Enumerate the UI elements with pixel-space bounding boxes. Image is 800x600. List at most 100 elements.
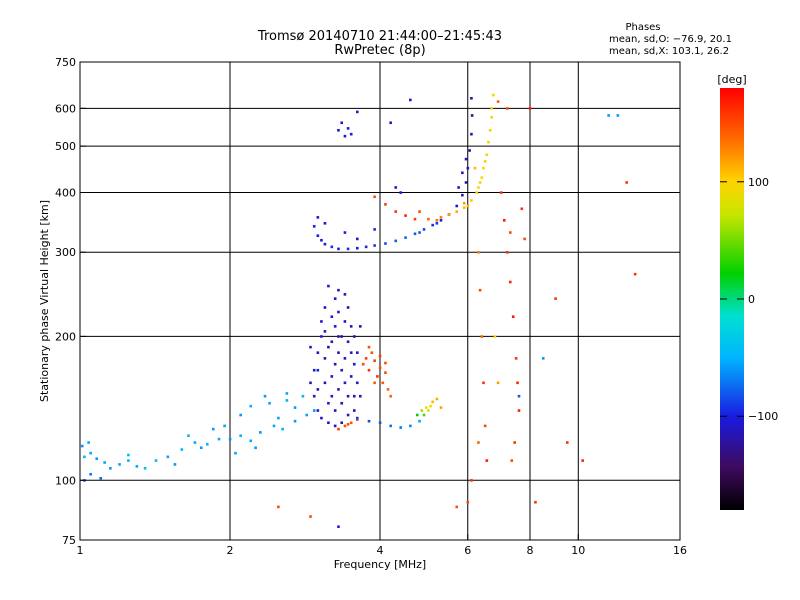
data-point [301,394,305,398]
data-point [520,207,524,211]
data-point [330,375,334,378]
data-point [312,409,316,412]
data-point [468,149,471,152]
data-point [514,357,518,360]
data-point [439,219,443,222]
data-point [346,413,350,417]
data-point [616,114,620,117]
data-point [523,237,526,241]
data-point [272,424,276,428]
data-point [355,237,359,241]
data-point [323,381,327,385]
data-point [316,216,320,219]
data-point [346,247,350,251]
data-point [389,424,392,428]
data-point [333,325,337,328]
data-point [483,160,487,163]
data-point [312,394,316,398]
data-point [333,297,337,300]
data-point [386,388,390,391]
phases-legend-x: mean, sd,X: 103.1, 26.2 [609,46,729,57]
data-point [462,201,466,205]
data-point [118,463,121,466]
data-point [466,166,470,170]
data-point [254,446,257,450]
y-axis-label: Stationary phase Virtual Height [km] [38,200,51,402]
data-point [367,419,371,423]
data-point [541,357,545,360]
data-point [228,437,232,441]
data-point [337,288,340,292]
data-point [277,505,280,509]
data-point [457,186,460,189]
data-point [316,409,320,412]
data-point [337,335,340,338]
data-point [409,424,412,428]
data-point [462,206,466,209]
data-point [323,306,327,309]
data-point [343,231,347,234]
data-point [199,446,203,450]
data-point [337,247,340,251]
data-point [95,457,99,461]
data-point [378,421,382,425]
data-point [394,239,398,243]
data-point [485,153,489,157]
colorbar-ticks: 100 0 −100 [720,176,778,423]
y-tick-label: 300 [55,246,76,259]
data-point [259,431,262,434]
x-axis-label: Frequency [MHz] [334,558,426,571]
data-point [173,463,177,466]
data-point [389,121,392,125]
data-point [480,176,484,179]
data-point [268,401,271,405]
x-tick-label: 1 [77,544,84,557]
data-point [415,413,419,417]
data-point [470,114,474,117]
data-point [420,409,424,412]
data-point [373,244,376,247]
data-point [355,416,359,420]
data-point [355,418,359,421]
data-point [340,121,344,125]
data-point [180,448,184,451]
data-point [355,351,359,354]
data-point [461,193,464,197]
data-point [435,222,439,225]
data-point [285,399,289,402]
colorbar-tick-label: 0 [748,293,755,306]
data-point [364,357,368,360]
data-point [427,409,430,412]
data-point [477,186,480,189]
data-point [327,345,330,349]
data-point [277,416,280,420]
x-tick-label: 6 [464,544,471,557]
data-point [466,204,470,208]
data-point [285,392,289,395]
data-point [333,424,337,428]
data-point [312,368,316,372]
colorbar-tick-label: 100 [748,176,769,189]
data-point [389,394,392,398]
data-point [493,335,497,338]
y-tick-label: 100 [55,474,76,487]
data-point [429,404,432,408]
data-point [404,214,407,217]
data-point [554,297,557,300]
colorbar-tick-label: −100 [748,410,778,423]
y-tick-label: 500 [55,140,76,153]
data-point [154,459,158,462]
data-point [323,242,327,246]
data-point [327,284,330,288]
data-point [193,441,197,444]
data-point [381,381,385,385]
data-point [502,219,506,222]
data-point [517,394,521,398]
data-point [447,213,451,216]
data-point [263,394,267,398]
data-point [370,351,374,354]
data-point [337,310,340,314]
data-point [330,394,334,398]
data-point [309,345,312,349]
